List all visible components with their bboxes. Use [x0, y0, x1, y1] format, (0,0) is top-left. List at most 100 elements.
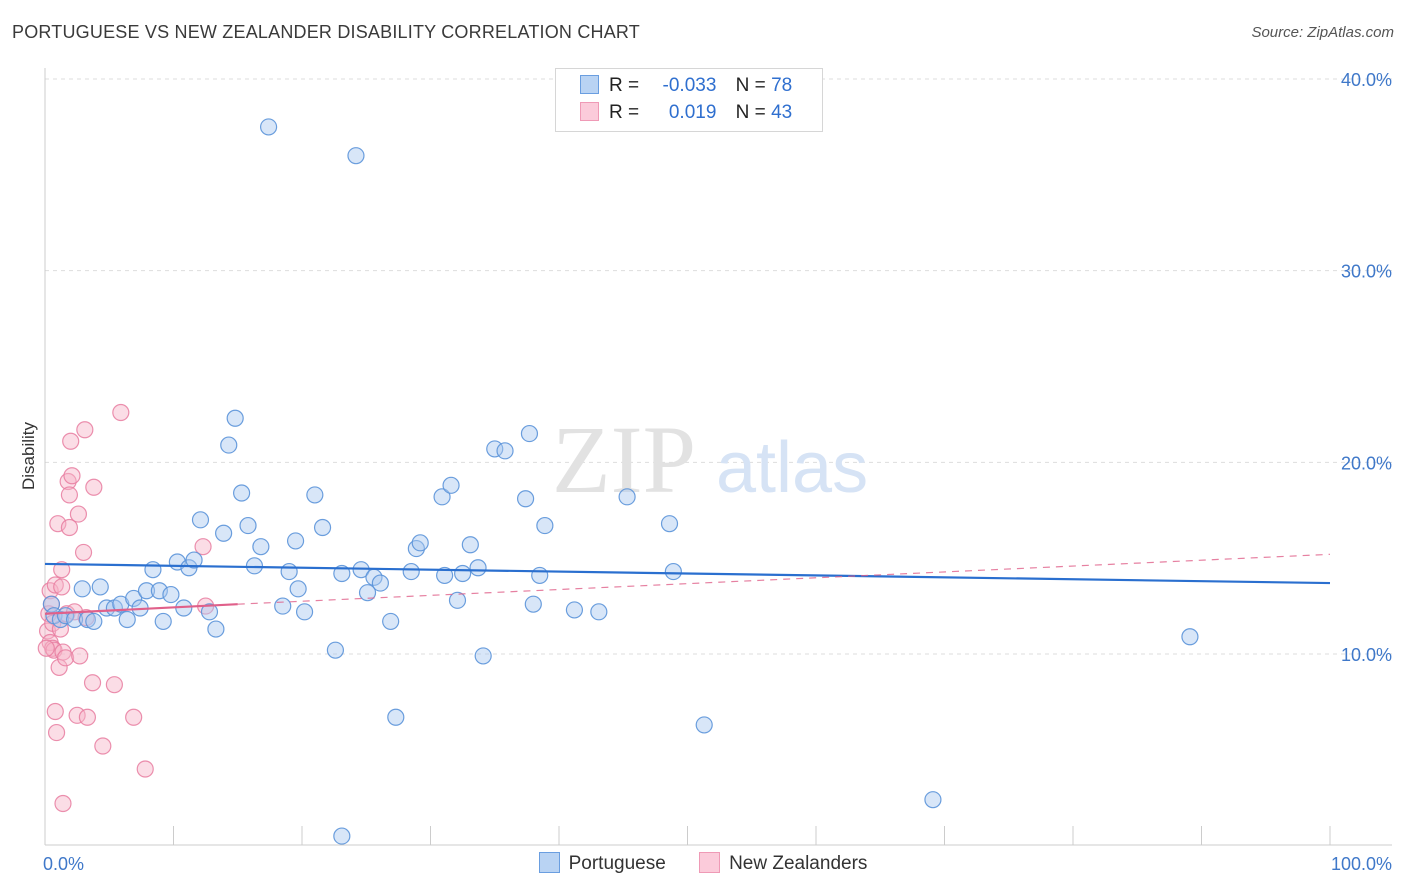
stats-legend: R = -0.033 N = 78 R = 0.019 N = 43 — [555, 68, 823, 132]
portuguese-point — [125, 589, 143, 608]
portuguese-point — [618, 488, 636, 506]
axes — [44, 68, 1392, 846]
portuguese-point — [531, 566, 549, 585]
new-zealanders-point — [68, 706, 86, 724]
portuguese-point — [118, 610, 136, 629]
portuguese-point — [274, 597, 292, 615]
y-tick-label: 30.0% — [1341, 262, 1392, 282]
new-zealanders-point — [76, 421, 94, 439]
source-label: Source: ZipAtlas.com — [1251, 24, 1394, 41]
new-zealanders-point — [74, 543, 93, 562]
portuguese-point — [486, 440, 504, 458]
portuguese-point — [454, 564, 472, 583]
portuguese-point — [448, 591, 467, 609]
portuguese-point — [191, 511, 210, 529]
new-zealanders-point — [47, 723, 66, 742]
portuguese-point — [516, 490, 535, 508]
new-zealanders-point — [85, 478, 103, 496]
new-zealanders-point — [37, 639, 55, 657]
portuguese-point — [233, 484, 251, 502]
portuguese-point — [565, 601, 584, 619]
watermark-zip: ZIP — [552, 406, 696, 513]
legend-swatch-pink — [580, 102, 599, 121]
portuguese-point — [239, 516, 257, 535]
portuguese-point — [387, 708, 405, 726]
portuguese-point — [200, 603, 219, 621]
portuguese-point — [91, 578, 109, 596]
new-zealanders-point — [62, 432, 80, 450]
portuguese-point — [358, 584, 377, 602]
portuguese-point — [382, 612, 400, 631]
new-zealanders-legend-label: New Zealanders — [729, 853, 868, 874]
portuguese-point — [286, 532, 305, 550]
legend-item-new-zealanders[interactable]: New Zealanders — [699, 852, 867, 875]
portuguese-point — [524, 595, 542, 613]
portuguese-point — [442, 476, 460, 494]
portuguese-point — [144, 561, 162, 579]
watermark: ZIP atlas — [552, 406, 868, 513]
portuguese-point — [326, 641, 345, 659]
portuguese-point — [252, 538, 270, 556]
portuguese-point — [280, 562, 298, 581]
new-zealanders-trend-line — [44, 603, 238, 615]
axis-labels: 10.0% 20.0% 30.0% 40.0% 0.0% 100.0% Disability — [19, 70, 1392, 874]
series-legend: Portuguese New Zealanders — [0, 852, 1406, 875]
portuguese-point — [85, 612, 103, 631]
new-zealanders-point — [194, 538, 212, 556]
legend-r-value: 0.019 — [668, 102, 717, 123]
x-tick-label: 100.0% — [1331, 854, 1392, 874]
portuguese-trend-line — [44, 562, 1331, 585]
chart-title: PORTUGUESE VS NEW ZEALANDER DISABILITY C… — [12, 22, 640, 42]
y-tick-label: 40.0% — [1341, 70, 1392, 90]
watermark-atlas: atlas — [716, 428, 868, 508]
legend-r-label: R = — [609, 102, 640, 123]
y-tick-label: 10.0% — [1341, 645, 1392, 665]
portuguese-point — [226, 409, 244, 427]
new-zealanders-trend-dashed — [237, 553, 1331, 605]
portuguese-point — [402, 562, 420, 581]
portuguese-point — [259, 118, 278, 136]
legend-row-new-zealanders: R = 0.019 N = 43 — [580, 102, 792, 128]
portuguese-point — [436, 566, 454, 585]
new-zealanders-point — [63, 467, 81, 485]
legend-item-portuguese[interactable]: Portuguese — [538, 852, 666, 875]
portuguese-swatch — [538, 852, 560, 873]
legend-n-value: 43 — [771, 102, 793, 123]
portuguese-point — [313, 518, 332, 537]
portuguese-legend-label: Portuguese — [568, 853, 666, 874]
portuguese-point — [289, 580, 307, 598]
new-zealanders-point — [53, 578, 71, 596]
portuguese-point — [245, 557, 264, 575]
portuguese-point — [461, 536, 479, 554]
new-zealanders-point — [105, 676, 123, 694]
portuguese-point — [695, 716, 713, 734]
new-zealanders-point — [46, 576, 64, 594]
portuguese-point — [154, 612, 172, 631]
new-zealanders-point — [56, 649, 75, 667]
portuguese-point — [411, 534, 429, 552]
new-zealanders-point — [125, 708, 143, 726]
portuguese-point — [371, 574, 389, 592]
y-tick-label: 20.0% — [1341, 453, 1392, 473]
portuguese-point — [664, 562, 682, 581]
portuguese-point — [496, 442, 514, 460]
legend-r-label: R = — [609, 75, 640, 96]
new-zealanders-point — [60, 486, 79, 504]
legend-n-value: 78 — [771, 75, 793, 96]
portuguese-point — [469, 559, 487, 577]
portuguese-point — [474, 647, 492, 665]
gridlines — [45, 78, 1392, 655]
new-zealanders-swatch — [699, 852, 721, 873]
portuguese-point — [73, 580, 91, 598]
portuguese-point — [1181, 628, 1199, 646]
new-zealanders-point — [53, 561, 71, 579]
portuguese-point — [220, 436, 238, 454]
legend-n-label: N = — [735, 102, 766, 123]
new-zealanders-point — [71, 647, 89, 665]
portuguese-point — [590, 603, 608, 621]
new-zealanders-point — [54, 794, 72, 813]
legend-n-label: N = — [735, 75, 766, 96]
legend-r-value: -0.033 — [662, 75, 717, 96]
new-zealanders-point — [83, 674, 102, 692]
